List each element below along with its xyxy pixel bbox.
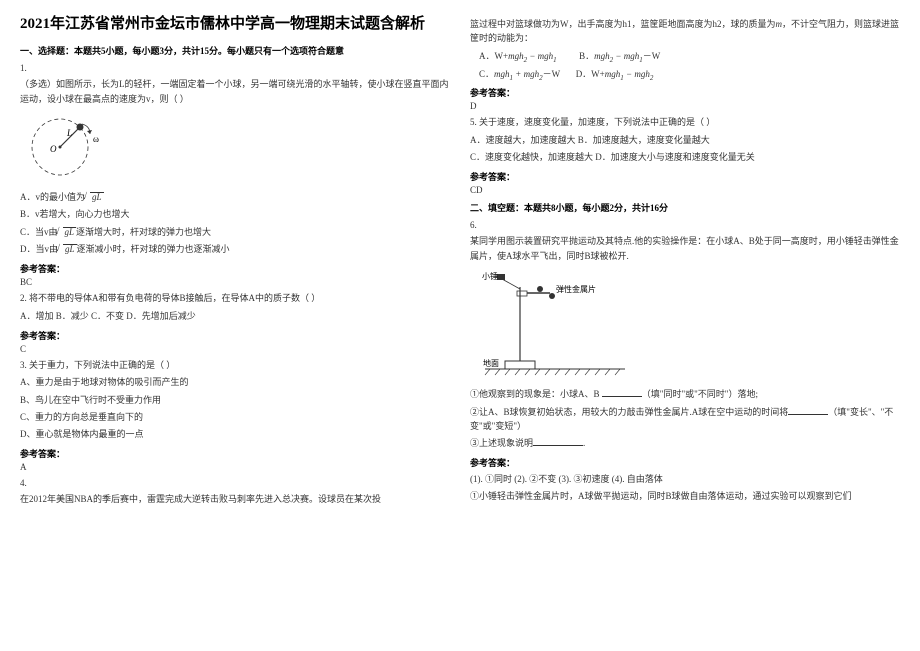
q5-optsCD: C．速度变化越快，加速度越大 D．加速度大小与速度和速度变化量无关 xyxy=(470,150,900,165)
q3-optC: C、重力的方向总是垂直向下的 xyxy=(20,410,450,425)
q1-optC: C．当v由gL逐渐增大时，杆对球的弹力也增大 xyxy=(20,225,450,240)
q2-opts: A．增加 B．减少 C．不变 D．先增加后减少 xyxy=(20,309,450,324)
q1-optB: B．v若增大，向心力也增大 xyxy=(20,207,450,222)
q5-ans-label: 参考答案： xyxy=(470,170,900,183)
base-icon xyxy=(505,361,535,369)
q1-diagram: O L ω xyxy=(20,112,450,184)
q3-optA: A、重力是由于地球对物体的吸引而产生的 xyxy=(20,375,450,390)
q2-ans-label: 参考答案： xyxy=(20,329,450,342)
q6-ans1: (1). ①同时 (2). ②不变 (3). ③初速度 (4). 自由落体 xyxy=(470,472,900,486)
hammer-arm xyxy=(502,279,520,289)
q1-ans-label: 参考答案： xyxy=(20,262,450,275)
q3-ans-label: 参考答案： xyxy=(20,447,450,460)
q4-ans: D xyxy=(470,101,900,111)
q6-ans2: ①小锤轻击弹性金属片时，A球做平抛运动，同时B球做自由落体运动，通过实验可以观察… xyxy=(470,489,900,503)
q3-optB: B、鸟儿在空中飞行时不受重力作用 xyxy=(20,393,450,408)
q5-ans: CD xyxy=(470,185,900,195)
q1-optD: D．当v由gL逐渐减小时，杆对球的弹力也逐渐减小 xyxy=(20,242,450,257)
q6-sub2: ②让A、B球恢复初始状态，用较大的力敲击弹性金属片.A球在空中运动的时间将（填"… xyxy=(470,405,900,434)
q5-stem: 5. 关于速度，速度变化量，加速度，下列说法中正确的是（ ） xyxy=(470,115,900,129)
q1-number: 1. xyxy=(20,63,450,73)
ball-a-icon xyxy=(537,286,543,292)
section2-heading: 二、填空题：本题共8小题，每小题2分，共计16分 xyxy=(470,201,900,214)
label-plate: 弹性金属片 xyxy=(556,284,596,294)
label-O: O xyxy=(50,144,57,154)
q1-ans: BC xyxy=(20,277,450,287)
doc-title: 2021年江苏省常州市金坛市儒林中学高一物理期末试题含解析 xyxy=(20,14,450,34)
q6-ans-label: 参考答案： xyxy=(470,456,900,469)
right-column: 篮过程中对篮球做功为W，出手高度为h1，篮筐距地面高度为h2，球的质量为m，不计… xyxy=(470,14,900,637)
left-column: 2021年江苏省常州市金坛市儒林中学高一物理期末试题含解析 一、选择题：本题共5… xyxy=(20,14,450,637)
label-hammer: 小锤 xyxy=(482,271,498,281)
pivot-icon xyxy=(59,146,62,149)
q5-optsAB: A．速度越大，加速度越大 B．加速度越大，速度变化量越大 xyxy=(470,133,900,148)
q6-number: 6. xyxy=(470,220,900,230)
q4-opts-row2: C．mgh1 + mgh2－W D．W+mgh1 − mgh2 xyxy=(470,67,900,82)
q1-optA: A．v的最小值为gL xyxy=(20,190,450,205)
clamp-icon xyxy=(517,291,527,296)
label-L: L xyxy=(66,128,72,138)
q3-stem: 3. 关于重力，下列说法中正确的是（ ） xyxy=(20,358,450,372)
ball-icon xyxy=(77,124,84,131)
q3-ans: A xyxy=(20,462,450,472)
q2-stem: 2. 将不带电的导体A和带有负电荷的导体B接触后，在导体A中的质子数（ ） xyxy=(20,291,450,305)
q4-cont: 篮过程中对篮球做功为W，出手高度为h1，篮筐距地面高度为h2，球的质量为m，不计… xyxy=(470,17,900,46)
q6-sub1: ①他观察到的现象是：小球A、B （填"同时"或"不同时"）落地; xyxy=(470,387,900,401)
label-omega: ω xyxy=(93,134,99,144)
q3-optD: D、重心就是物体内最重的一点 xyxy=(20,427,450,442)
q6-diagram: 小锤 弹性金属片 地面 xyxy=(480,269,900,381)
label-ground: 地面 xyxy=(483,358,499,368)
hammer-head-icon xyxy=(497,274,505,280)
ball-b-icon xyxy=(549,293,555,299)
q6-stem: 某同学用图示装置研究平抛运动及其特点.他的实验操作是：在小球A、B处于同一高度时… xyxy=(470,234,900,263)
q4-stem: 在2012年美国NBA的季后赛中，雷霆完成大逆转击败马刺率先进入总决赛。设球员在… xyxy=(20,492,450,506)
q6-sub3: ③上述现象说明. xyxy=(470,436,900,450)
ground-hatch xyxy=(485,369,620,375)
arc-arrowhead xyxy=(87,130,92,134)
q4-opts-row1: A．W+mgh2 − mgh1 B．mgh2 − mgh1－W xyxy=(470,49,900,64)
q4-number: 4. xyxy=(20,478,450,488)
q4-ans-label: 参考答案： xyxy=(470,86,900,99)
q1-stem: （多选）如图所示，长为L的轻杆，一端固定着一个小球，另一端可绕光滑的水平轴转，使… xyxy=(20,77,450,106)
section1-heading: 一、选择题：本题共5小题，每小题3分，共计15分。每小题只有一个选项符合题意 xyxy=(20,44,450,57)
q2-ans: C xyxy=(20,344,450,354)
